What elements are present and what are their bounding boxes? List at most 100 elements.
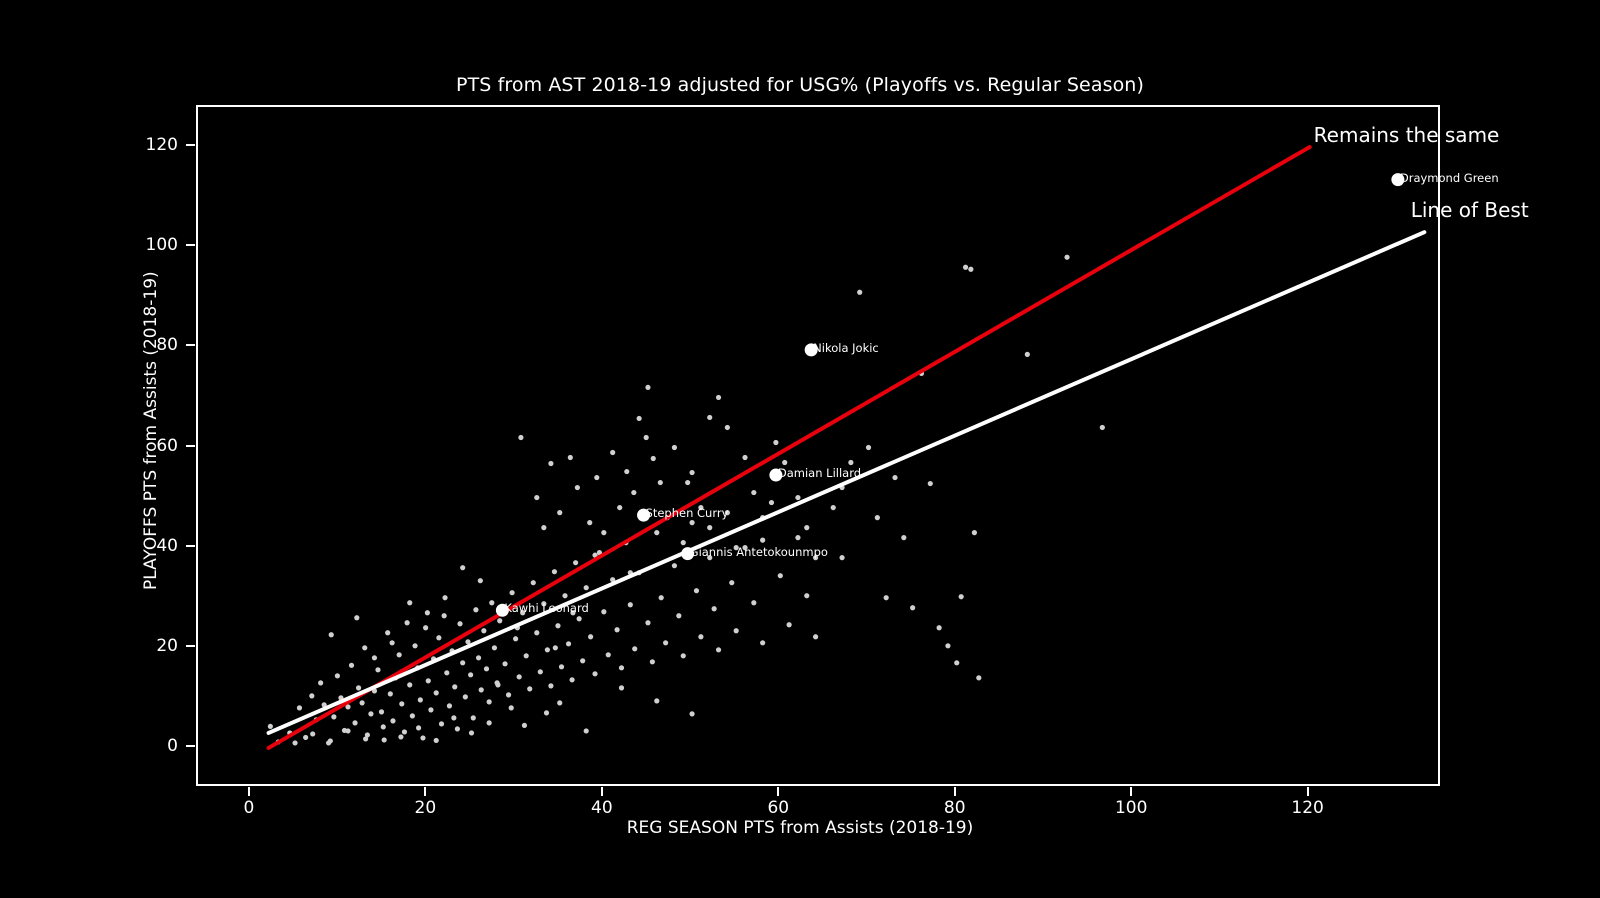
data-point bbox=[375, 667, 381, 673]
data-point bbox=[318, 680, 324, 686]
data-point bbox=[751, 600, 757, 606]
data-point bbox=[417, 697, 423, 703]
data-point bbox=[962, 264, 969, 270]
data-point bbox=[398, 734, 404, 740]
player-label: Kawhi Leonard bbox=[504, 601, 589, 616]
data-point bbox=[707, 525, 713, 531]
data-point bbox=[543, 710, 550, 716]
data-point bbox=[707, 555, 713, 561]
y-tick-label: 0 bbox=[167, 735, 178, 756]
data-point bbox=[715, 394, 722, 401]
highlighted-point[interactable] bbox=[637, 508, 651, 522]
data-point bbox=[618, 665, 625, 671]
data-point bbox=[592, 671, 598, 677]
data-point bbox=[645, 384, 651, 391]
line-annotation: Line of Best bbox=[1410, 198, 1529, 223]
data-point bbox=[334, 673, 340, 679]
data-point bbox=[462, 694, 468, 700]
highlighted-point[interactable] bbox=[495, 603, 509, 617]
data-point bbox=[715, 647, 722, 653]
data-point bbox=[527, 686, 533, 692]
data-point bbox=[689, 711, 695, 717]
data-point bbox=[396, 652, 402, 658]
data-point bbox=[446, 703, 453, 709]
data-point bbox=[409, 713, 415, 719]
data-point bbox=[348, 662, 355, 668]
y-tick-mark bbox=[186, 244, 195, 247]
data-point bbox=[371, 655, 378, 661]
data-point bbox=[495, 682, 501, 688]
data-point bbox=[892, 474, 898, 481]
scatter-canvas bbox=[266, 145, 1427, 750]
player-label: Giannis Antetokounmpo bbox=[689, 544, 828, 559]
data-point bbox=[760, 640, 766, 646]
data-point bbox=[650, 455, 656, 462]
y-tick-mark bbox=[186, 144, 195, 147]
x-tick-label: 100 bbox=[1114, 798, 1148, 818]
data-point bbox=[624, 468, 630, 475]
data-point bbox=[309, 693, 315, 699]
data-point bbox=[676, 613, 682, 619]
data-point bbox=[636, 415, 642, 422]
data-point bbox=[520, 610, 526, 616]
data-point bbox=[552, 645, 558, 651]
data-point bbox=[267, 723, 273, 730]
highlighted-point[interactable] bbox=[769, 468, 783, 482]
x-axis-label: REG SEASON PTS from Assists (2018-19) bbox=[626, 818, 974, 838]
data-point bbox=[649, 659, 655, 665]
data-point bbox=[773, 439, 779, 446]
data-point bbox=[729, 580, 735, 586]
data-point bbox=[654, 530, 660, 536]
data-point bbox=[378, 709, 385, 715]
data-point bbox=[436, 635, 442, 641]
data-point bbox=[441, 613, 447, 619]
data-point bbox=[574, 484, 580, 491]
data-point bbox=[583, 728, 589, 734]
data-point bbox=[562, 593, 568, 599]
data-point bbox=[742, 454, 748, 461]
x-tick-label: 0 bbox=[243, 798, 255, 818]
highlighted-points-layer bbox=[495, 173, 1405, 617]
data-points-layer bbox=[267, 254, 1105, 746]
data-point bbox=[782, 459, 788, 466]
data-point bbox=[936, 625, 942, 631]
data-point bbox=[475, 655, 482, 661]
data-point bbox=[830, 504, 836, 511]
y-tick-label: 100 bbox=[145, 235, 178, 256]
data-point bbox=[292, 740, 298, 746]
data-point bbox=[362, 645, 368, 651]
player-label: Damian Lillard bbox=[777, 466, 862, 481]
data-point bbox=[412, 643, 418, 649]
highlighted-point[interactable] bbox=[681, 547, 695, 561]
data-point bbox=[534, 630, 540, 636]
x-tick-mark bbox=[953, 787, 956, 796]
data-point bbox=[857, 289, 863, 295]
data-point bbox=[910, 605, 916, 611]
data-point bbox=[389, 640, 395, 646]
data-point bbox=[768, 499, 775, 506]
x-tick-label: 80 bbox=[943, 798, 966, 818]
data-point bbox=[645, 620, 651, 626]
data-point bbox=[415, 725, 422, 731]
highlighted-point[interactable] bbox=[1391, 173, 1405, 187]
data-point bbox=[457, 621, 463, 627]
x-tick-label: 40 bbox=[591, 798, 613, 818]
data-point bbox=[643, 434, 649, 441]
data-point bbox=[901, 535, 907, 541]
data-point bbox=[786, 622, 792, 628]
data-point bbox=[587, 520, 593, 526]
data-point bbox=[685, 479, 691, 486]
data-point bbox=[470, 715, 476, 721]
data-point bbox=[541, 525, 547, 531]
data-point bbox=[570, 610, 576, 616]
highlighted-point[interactable] bbox=[804, 343, 818, 357]
x-tick-mark bbox=[247, 787, 250, 796]
data-point bbox=[359, 700, 365, 706]
data-point bbox=[865, 444, 872, 451]
data-point bbox=[795, 494, 801, 501]
y-tick-mark bbox=[186, 444, 195, 447]
data-point bbox=[976, 675, 982, 681]
data-point bbox=[777, 573, 783, 579]
data-point bbox=[516, 674, 522, 680]
data-point bbox=[303, 734, 309, 741]
